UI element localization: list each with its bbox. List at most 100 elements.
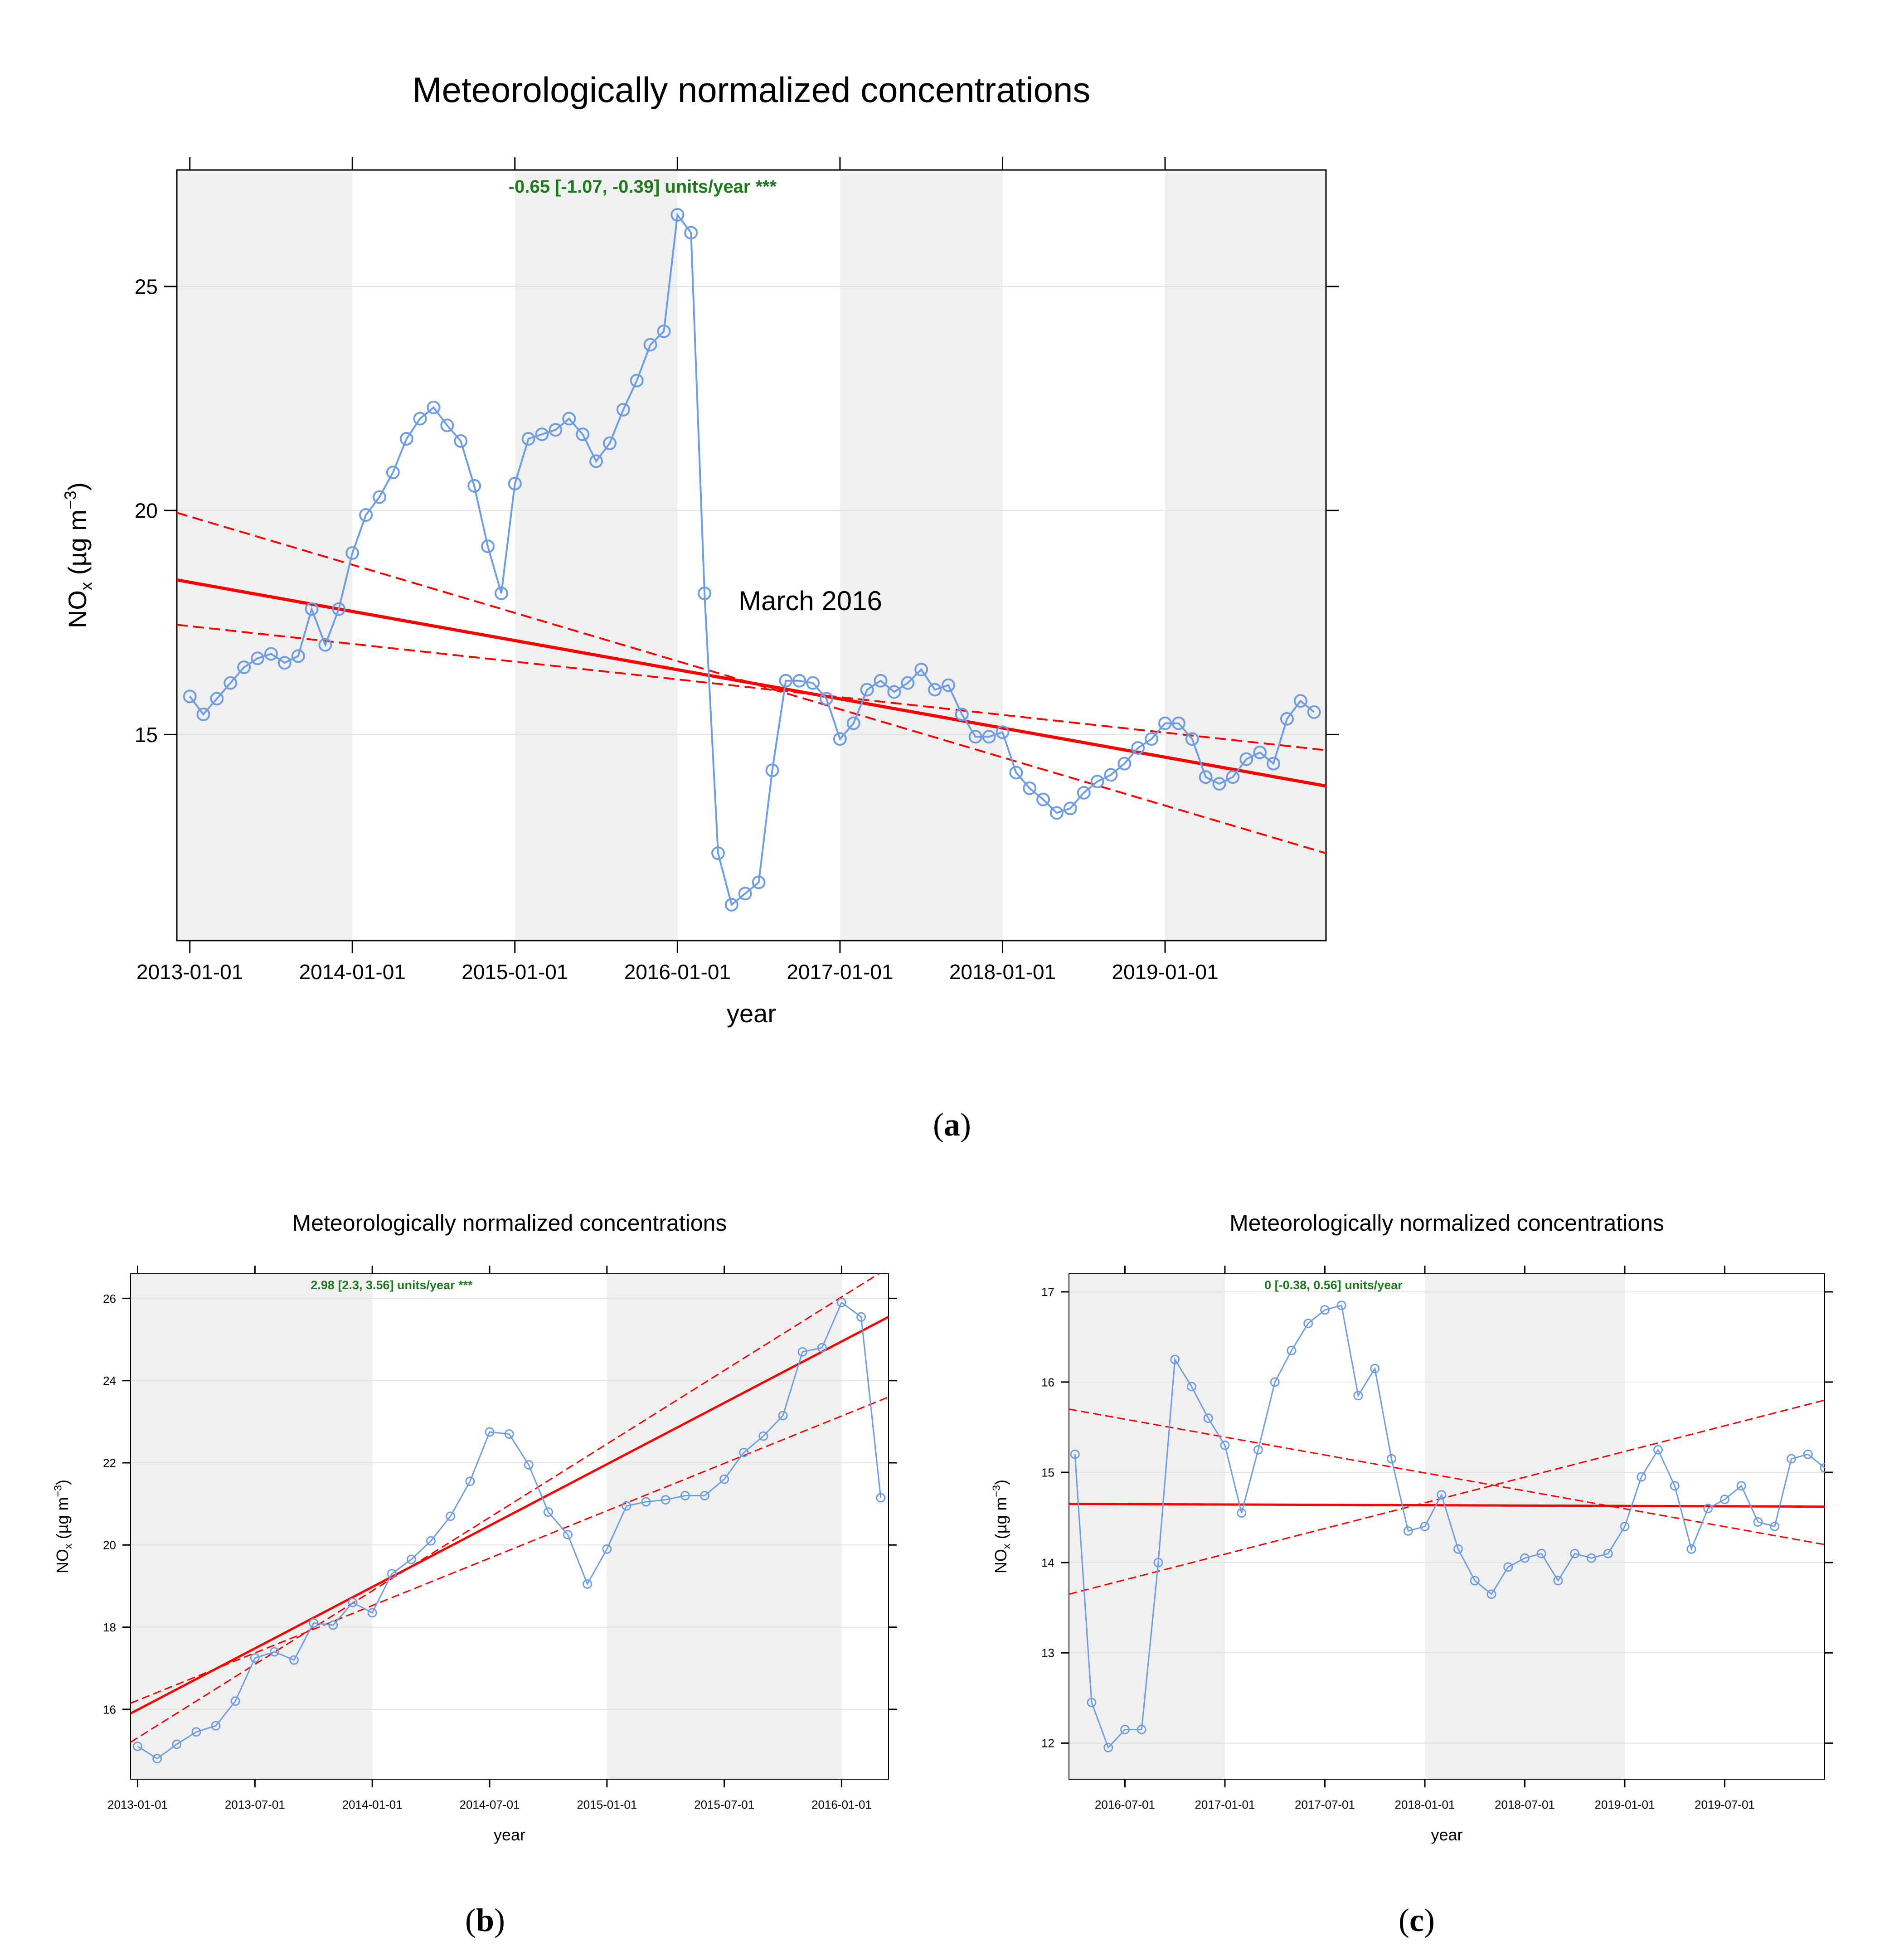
data-point [657, 324, 671, 338]
data-point [563, 1530, 573, 1540]
x-tick-label: 2019-01-01 [1594, 1798, 1655, 1811]
data-point [196, 707, 210, 721]
trend-ci-line-1 [131, 1274, 880, 1743]
data-point [765, 763, 779, 777]
plot-area [1069, 1301, 1825, 1752]
data-point [887, 685, 901, 699]
plot-frame [130, 1273, 889, 1780]
data-point [670, 208, 685, 222]
year-shade-band [1165, 170, 1326, 941]
data-point [1553, 1576, 1563, 1586]
data-point [643, 338, 657, 352]
x-tick-label: 2018-01-01 [1394, 1798, 1455, 1811]
year-shade-band [1069, 1274, 1225, 1779]
data-point [1719, 1495, 1729, 1505]
trend-line [1069, 1503, 1825, 1508]
year-shade-band [177, 170, 353, 941]
data-point [1280, 712, 1294, 726]
data-point [1239, 752, 1253, 766]
data-point [1686, 1544, 1696, 1554]
x-tick-label: 2019-07-01 [1695, 1798, 1755, 1811]
data-point [817, 1343, 827, 1353]
x-tick-label: 2016-01-01 [624, 960, 731, 984]
x-tick-label: 2015-01-01 [577, 1798, 637, 1811]
trend-ci-line-2 [1069, 1399, 1825, 1595]
data-point [698, 587, 712, 601]
data-point [1226, 770, 1240, 784]
data-point [874, 674, 888, 688]
y-tick-label: 15 [1041, 1466, 1054, 1479]
data-point [1786, 1454, 1796, 1464]
y-axis-label-main: NO [63, 590, 92, 628]
data-point [836, 1297, 846, 1307]
data-point [1520, 1553, 1530, 1563]
data-point [264, 647, 278, 661]
data-point [1293, 694, 1307, 708]
data-point [1820, 1463, 1825, 1473]
y-tick-label: 14 [1041, 1556, 1054, 1570]
data-point [1437, 1490, 1447, 1500]
y-axis-label-unit: (µg m [991, 1497, 1010, 1544]
y-axis-label-sub: x [1001, 1543, 1012, 1549]
x-tick-label: 2018-01-01 [949, 960, 1056, 984]
data-point [1307, 705, 1321, 719]
data-point [856, 1312, 866, 1322]
data-point [724, 898, 738, 912]
data-point [1137, 1724, 1146, 1734]
data-point [1087, 1698, 1097, 1708]
data-point [454, 434, 468, 448]
data-point [152, 1754, 162, 1764]
data-point [1063, 801, 1077, 815]
plot-frame [1069, 1273, 1825, 1780]
y-axis-label-close: ) [63, 482, 92, 491]
y-axis-label-main: NO [991, 1549, 1010, 1573]
data-point [1171, 716, 1185, 730]
data-point [367, 1608, 377, 1618]
data-point [1336, 1301, 1346, 1310]
data-point [833, 732, 847, 746]
data-point [348, 1597, 358, 1607]
data-point [711, 846, 725, 860]
data-point [941, 678, 955, 692]
data-point [1803, 1449, 1813, 1459]
data-point [1703, 1504, 1713, 1514]
y-axis-label-exp: −3 [61, 491, 80, 510]
data-point [251, 651, 265, 665]
x-tick-label: 2013-01-01 [136, 960, 243, 984]
x-tick-label: 2016-07-01 [1095, 1798, 1155, 1811]
y-tick-label: 22 [103, 1456, 116, 1470]
data-point [426, 1536, 436, 1546]
data-point [968, 730, 982, 744]
data-point [1653, 1445, 1663, 1455]
data-point [758, 1431, 768, 1441]
y-axis-label-sub: x [77, 582, 95, 590]
data-point [467, 479, 481, 493]
data-point [860, 683, 874, 697]
chart-title: Meteorologically normalized concentratio… [292, 1210, 727, 1236]
plot-area [131, 1274, 889, 1764]
series-line [137, 1301, 882, 1760]
data-point [1117, 757, 1132, 771]
data-point [269, 1647, 279, 1657]
chart-title: Meteorologically normalized concentratio… [1229, 1210, 1664, 1236]
data-point [1212, 777, 1226, 791]
data-point [172, 1739, 182, 1749]
data-point [622, 1501, 631, 1511]
y-axis-label: NOx (µg m−3) [61, 482, 96, 628]
y-tick-label: 18 [103, 1621, 116, 1634]
data-point [630, 374, 644, 388]
y-tick-label: 25 [135, 275, 158, 299]
data-point [183, 689, 197, 704]
y-tick-label: 16 [1041, 1375, 1054, 1389]
data-point [1153, 1558, 1163, 1568]
y-axis-label: NOx (µg m−3) [52, 1480, 74, 1573]
data-point [641, 1497, 651, 1507]
data-point [1736, 1481, 1746, 1491]
data-point [1320, 1305, 1330, 1315]
data-point [406, 1554, 416, 1564]
x-tick-label: 2015-07-01 [694, 1798, 754, 1811]
data-point [1453, 1544, 1463, 1554]
data-point [372, 490, 386, 504]
data-point [792, 674, 806, 688]
x-axis-label: year [494, 1825, 525, 1844]
